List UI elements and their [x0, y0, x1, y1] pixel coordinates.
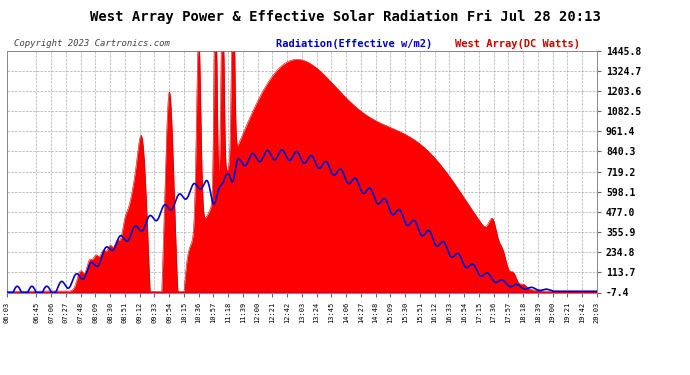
- Text: West Array(DC Watts): West Array(DC Watts): [455, 39, 580, 50]
- Text: Radiation(Effective w/m2): Radiation(Effective w/m2): [276, 39, 432, 50]
- Text: Copyright 2023 Cartronics.com: Copyright 2023 Cartronics.com: [14, 39, 170, 48]
- Text: West Array Power & Effective Solar Radiation Fri Jul 28 20:13: West Array Power & Effective Solar Radia…: [90, 9, 600, 24]
